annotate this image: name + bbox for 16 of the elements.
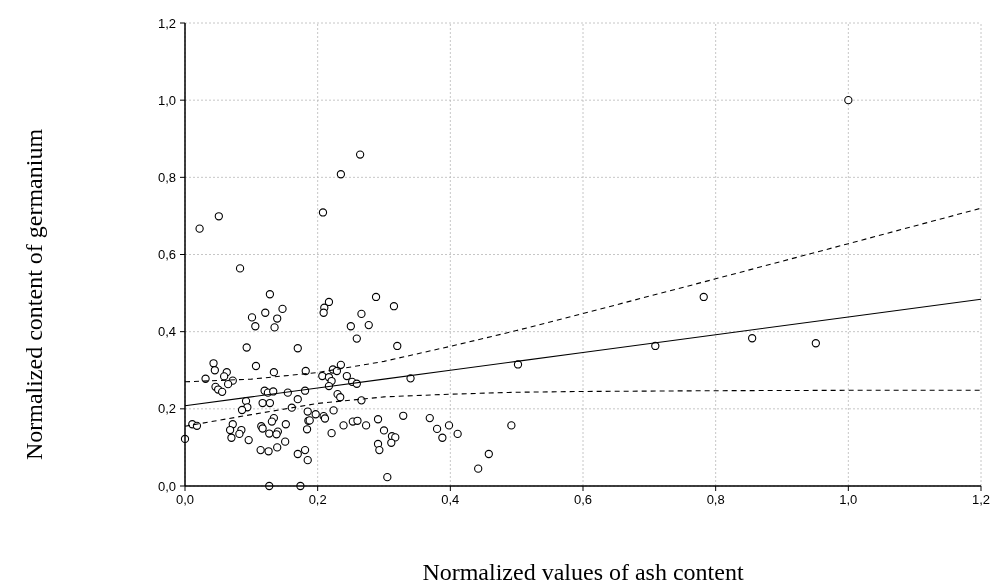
- x-tick-label: 0,2: [308, 492, 327, 507]
- x-tick-label: 0,8: [706, 492, 725, 507]
- y-tick-label: 0,0: [157, 478, 176, 494]
- y-tick-label: 1,0: [157, 92, 176, 108]
- x-tick-label: 0,0: [175, 492, 195, 507]
- x-tick-label: 1,0: [839, 492, 858, 507]
- x-axis-title: Normalized values of ash content: [422, 559, 744, 585]
- x-tick-label: 1,2: [971, 492, 991, 507]
- y-tick-label: 0,2: [157, 401, 176, 417]
- y-axis-title: Normalized content of germanium: [21, 128, 47, 461]
- x-tick-label: 0,6: [573, 492, 593, 507]
- y-tick-label: 0,6: [157, 247, 176, 262]
- y-tick-label: 1,2: [157, 15, 176, 31]
- y-tick-label: 0,8: [157, 169, 176, 185]
- y-tick-label: 0,4: [157, 324, 176, 340]
- x-tick-label: 0,4: [441, 492, 460, 507]
